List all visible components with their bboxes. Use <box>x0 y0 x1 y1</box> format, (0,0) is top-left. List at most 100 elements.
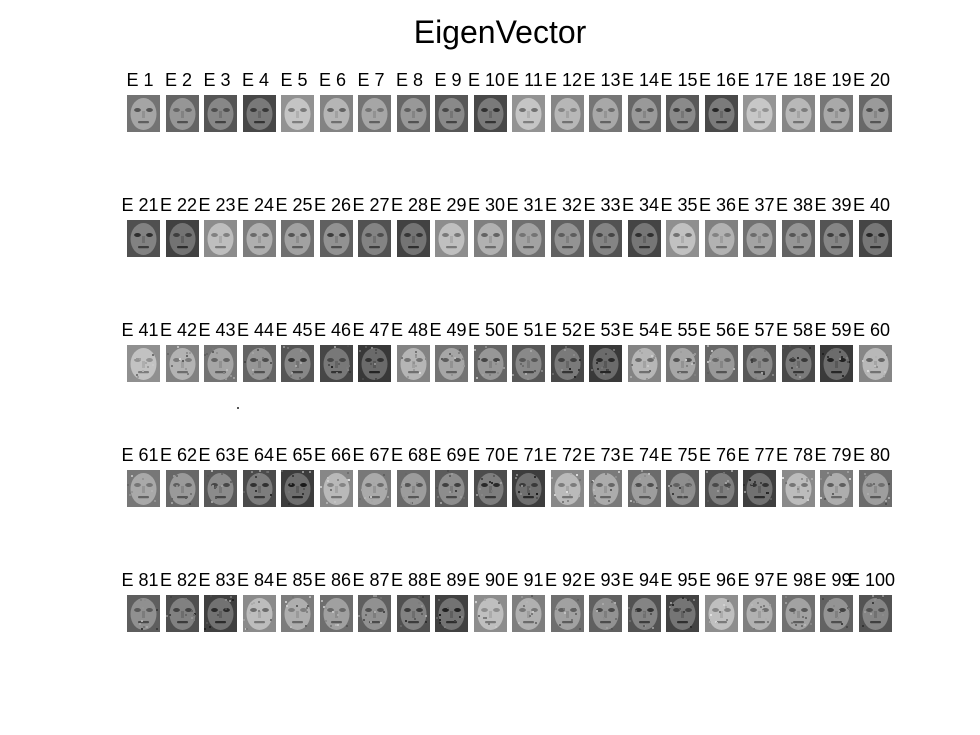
face-nose <box>411 611 415 618</box>
eigenface-label: E 47 <box>352 320 390 340</box>
face-right-eye <box>223 108 230 112</box>
face-texture <box>767 621 769 623</box>
face-left-eye <box>557 483 565 487</box>
face-texture <box>292 475 294 477</box>
face-left-eye <box>365 608 372 612</box>
face-texture <box>528 493 530 495</box>
face-mouth <box>407 246 419 249</box>
face-texture <box>326 480 329 482</box>
face-texture <box>211 470 213 472</box>
eigenface-label: E 69 <box>429 445 467 465</box>
face-texture <box>562 608 565 610</box>
face-texture <box>794 374 797 376</box>
face-texture <box>300 350 302 352</box>
face-texture <box>640 352 643 354</box>
face-nose <box>219 486 222 493</box>
face-left-eye <box>365 358 372 362</box>
face-texture <box>346 345 349 347</box>
face-texture <box>766 354 768 356</box>
face-mouth <box>523 371 534 374</box>
face-texture <box>627 607 630 609</box>
face-texture <box>460 377 462 379</box>
face-texture <box>251 373 254 375</box>
face-texture <box>607 369 609 371</box>
face-texture <box>868 369 871 371</box>
face-texture <box>151 490 153 492</box>
face-texture <box>849 478 851 480</box>
face-left-eye <box>134 483 141 487</box>
face-right-eye <box>184 483 192 487</box>
face-left-eye <box>634 483 642 487</box>
eigenface-label: E 48 <box>390 320 429 340</box>
face-right-eye <box>531 233 538 237</box>
face-texture <box>573 376 576 378</box>
eigenface-image <box>781 345 815 382</box>
face-texture <box>242 619 245 621</box>
face-texture <box>689 485 691 487</box>
face-texture <box>383 611 385 613</box>
face-right-eye <box>146 358 153 362</box>
face-texture <box>767 492 769 494</box>
face-texture <box>269 494 272 496</box>
face-nose <box>411 236 415 243</box>
face-mouth <box>754 496 765 499</box>
face-texture <box>186 373 189 375</box>
face-texture <box>363 619 365 621</box>
face-nose <box>373 486 376 493</box>
face-texture <box>482 617 485 619</box>
face-texture <box>556 606 559 608</box>
face-texture <box>653 355 656 357</box>
eigenface-label: E 94 <box>621 570 660 590</box>
face-texture <box>212 351 214 353</box>
face-texture <box>726 488 729 490</box>
eigenface-label: E 87 <box>352 570 390 590</box>
face-mouth <box>792 621 804 624</box>
face-texture <box>640 470 643 472</box>
face-mouth <box>446 246 457 249</box>
face-mouth <box>831 371 842 374</box>
face-texture <box>594 495 596 497</box>
face-right-eye <box>415 608 423 612</box>
face-mouth <box>754 371 765 374</box>
face-mouth <box>484 621 496 624</box>
face-left-eye <box>288 233 295 237</box>
face-texture <box>232 599 234 601</box>
face-right-eye <box>608 233 615 237</box>
face-texture <box>175 475 178 477</box>
face-nose <box>642 111 646 118</box>
face-texture <box>561 501 564 503</box>
face-texture <box>523 605 525 607</box>
face-texture <box>502 367 505 369</box>
face-right-eye <box>377 108 384 112</box>
face-left-eye <box>442 108 449 112</box>
face-texture <box>421 596 424 598</box>
face-texture <box>884 500 887 502</box>
face-texture <box>845 498 847 500</box>
face-texture <box>841 356 843 358</box>
face-nose <box>873 111 877 118</box>
face-texture <box>648 370 651 372</box>
face-texture <box>749 479 751 481</box>
face-nose <box>758 486 761 493</box>
face-texture <box>367 346 369 348</box>
face-nose <box>219 236 222 243</box>
face-texture <box>226 369 228 371</box>
face-texture <box>827 472 829 474</box>
eigenface-image <box>781 595 815 632</box>
face-right-eye <box>800 233 808 237</box>
eigenface-image <box>281 345 314 382</box>
face-left-eye <box>596 358 603 362</box>
face-texture <box>439 619 441 621</box>
face-texture <box>417 602 420 604</box>
eigenface-label: E 82 <box>159 570 198 590</box>
face-nose <box>296 611 299 618</box>
face-texture <box>496 361 499 363</box>
face-texture <box>602 603 604 605</box>
face-nose <box>142 236 145 243</box>
face-texture <box>861 625 864 627</box>
face-nose <box>450 361 453 368</box>
face-texture <box>693 362 695 364</box>
face-texture <box>820 478 822 480</box>
face-texture <box>287 347 289 349</box>
face-texture <box>266 377 269 379</box>
